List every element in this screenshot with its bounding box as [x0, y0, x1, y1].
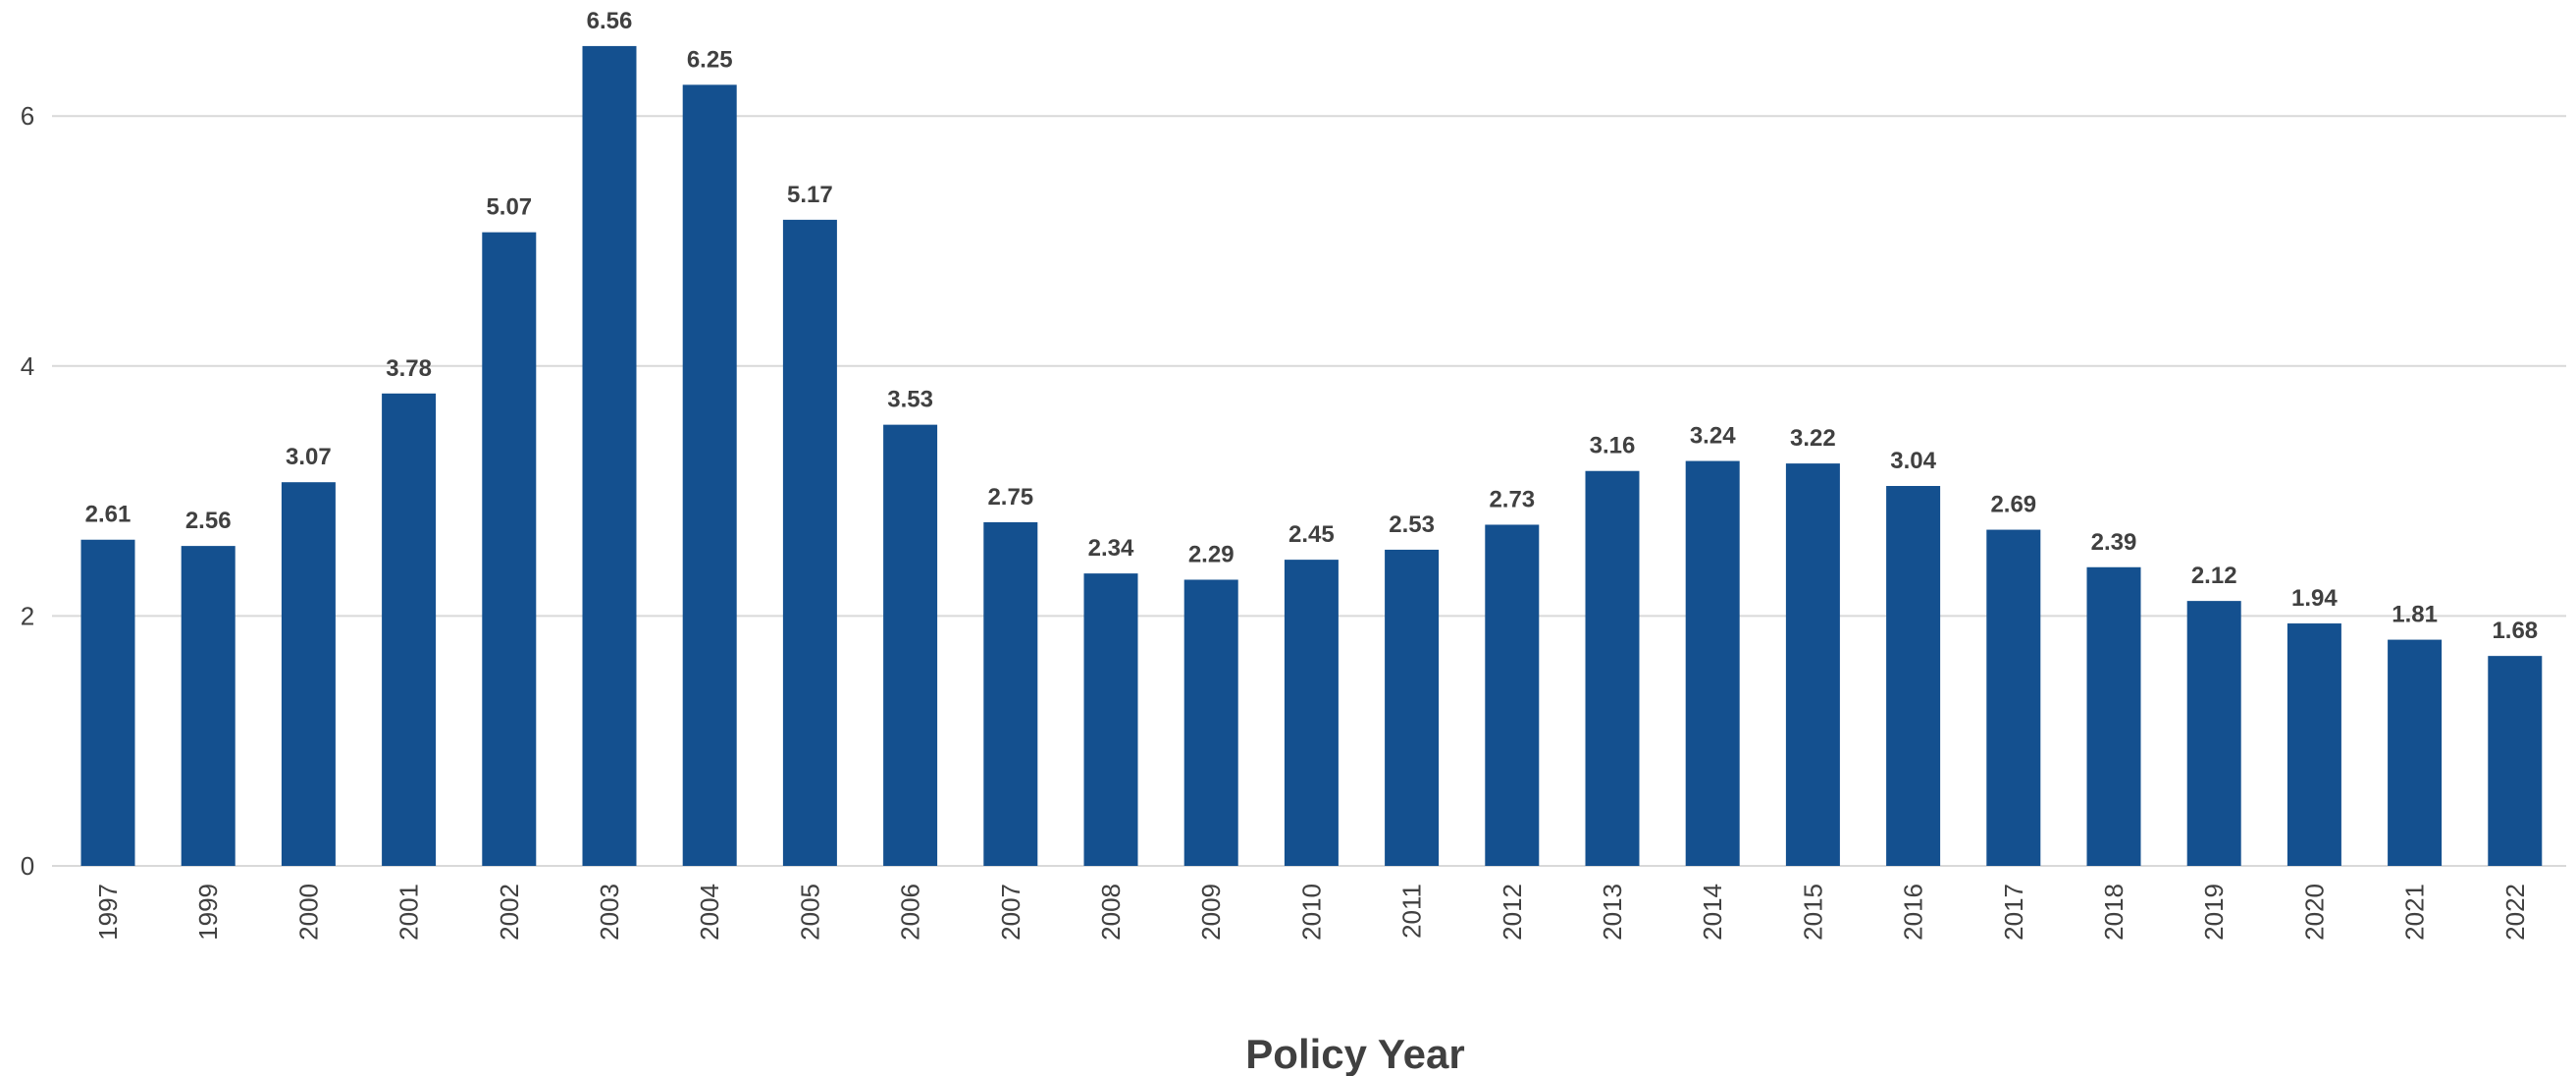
data-label: 2.45 — [1288, 521, 1335, 548]
x-tick-label: 2007 — [996, 884, 1025, 941]
data-label: 2.39 — [2091, 529, 2137, 556]
bars — [80, 45, 2543, 867]
bar — [2186, 601, 2241, 866]
data-label: 1.81 — [2392, 602, 2438, 628]
x-tick-label: 2003 — [595, 884, 624, 941]
x-tick-label: 2011 — [1397, 884, 1427, 939]
data-label: 3.53 — [887, 387, 933, 413]
data-label: 2.53 — [1389, 511, 1435, 538]
bar — [482, 232, 537, 867]
bar — [1886, 486, 1941, 866]
bar — [2488, 656, 2543, 866]
x-tick-label: 2002 — [495, 884, 524, 941]
bar — [1585, 470, 1640, 866]
bar — [382, 393, 437, 866]
y-tick-label: 2 — [21, 601, 34, 630]
data-label: 6.25 — [687, 46, 733, 73]
data-label: 2.56 — [185, 508, 232, 534]
data-label: 2.12 — [2191, 563, 2237, 589]
bar — [1385, 549, 1440, 866]
bar — [582, 45, 637, 867]
bar — [2086, 566, 2141, 866]
data-label: 3.16 — [1590, 433, 1636, 459]
data-label: 3.24 — [1690, 423, 1736, 450]
x-tick-label: 2000 — [293, 884, 323, 941]
x-tick-label: 2021 — [2400, 884, 2430, 941]
x-tick-label: 2018 — [2099, 884, 2129, 941]
x-tick-label: 2015 — [1798, 884, 1827, 941]
data-label: 3.04 — [1890, 448, 1936, 474]
x-tick-label: 2016 — [1899, 884, 1928, 941]
x-tick-label: 2014 — [1698, 884, 1727, 941]
x-tick-label: 2001 — [394, 884, 424, 941]
data-label: 2.73 — [1489, 486, 1535, 512]
bar — [1183, 579, 1238, 866]
x-tick-label: 1999 — [193, 884, 223, 941]
bar — [181, 546, 236, 866]
data-label: 2.29 — [1188, 541, 1235, 567]
x-tick-label: 2009 — [1196, 884, 1226, 941]
y-tick-label: 4 — [21, 351, 34, 381]
x-tick-label: 2019 — [2199, 884, 2229, 941]
data-label: 5.07 — [486, 194, 532, 221]
bar — [281, 482, 336, 866]
bar — [1685, 460, 1740, 866]
x-tick-label: 1997 — [93, 884, 123, 941]
x-tick-label: 2004 — [695, 884, 724, 941]
x-tick-label: 2022 — [2500, 884, 2530, 941]
bar — [2388, 639, 2443, 866]
data-label: 5.17 — [787, 182, 833, 208]
y-tick-label: 6 — [21, 101, 34, 131]
x-tick-label: 2017 — [1999, 884, 2028, 941]
data-label: 2.69 — [1990, 492, 2036, 518]
x-axis-title: Policy Year — [1245, 1031, 1464, 1076]
bar — [1785, 463, 1840, 866]
x-tick-label: 2020 — [2299, 884, 2329, 941]
bar — [682, 84, 737, 866]
bar — [1986, 529, 2041, 866]
data-label: 3.07 — [286, 444, 332, 470]
y-axis-ticks: 0 2 4 6 — [21, 101, 34, 881]
bar — [1284, 560, 1339, 866]
data-label: 6.56 — [587, 8, 633, 34]
bar — [883, 424, 938, 866]
x-tick-label: 2006 — [896, 884, 925, 941]
x-axis-ticks: 1997 1999 2000 2001 2002 2003 2004 2005 2006 2007… — [93, 884, 2530, 941]
x-tick-label: 2005 — [795, 884, 824, 941]
bar — [2287, 623, 2341, 866]
data-label: 2.75 — [987, 484, 1033, 511]
x-tick-label: 2013 — [1598, 884, 1627, 941]
data-label: 2.34 — [1088, 535, 1134, 562]
x-tick-label: 2012 — [1498, 884, 1527, 941]
data-labels: 2.61 2.56 3.07 3.78 5.07 6.56 6.25 5.17 3.53 2.75… — [85, 8, 2539, 644]
bar — [1083, 573, 1138, 866]
data-label: 3.22 — [1790, 425, 1836, 452]
data-label: 1.68 — [2492, 618, 2538, 644]
bar — [80, 539, 135, 866]
bar — [1485, 524, 1540, 866]
x-tick-label: 2008 — [1096, 884, 1126, 941]
data-label: 1.94 — [2291, 585, 2338, 612]
bar — [983, 521, 1038, 866]
x-tick-label: 2010 — [1296, 884, 1326, 941]
data-label: 3.78 — [386, 355, 432, 382]
y-tick-label: 0 — [21, 851, 34, 881]
data-label: 2.61 — [85, 502, 131, 528]
bar — [782, 219, 837, 866]
